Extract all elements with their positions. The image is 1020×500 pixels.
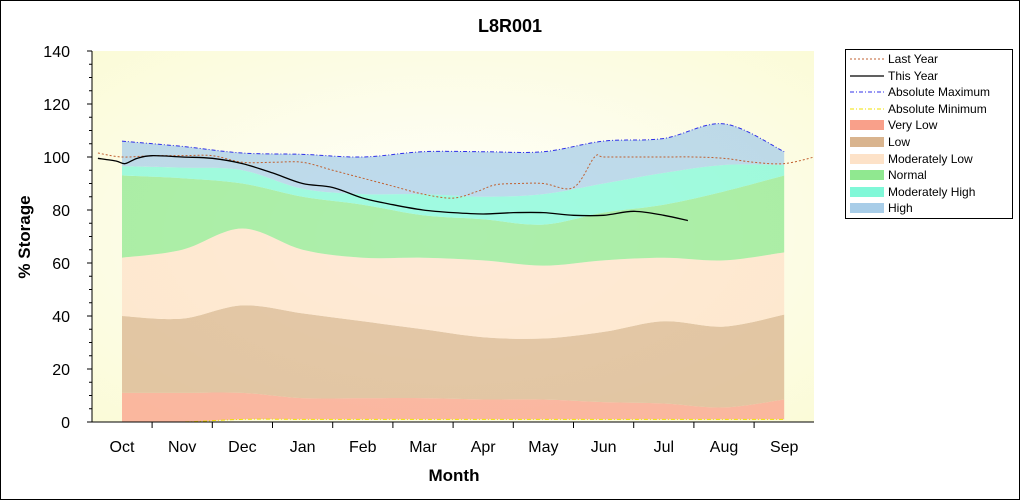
band-very-low: [122, 392, 785, 422]
series-line-absolute-maximum: [121, 123, 785, 158]
legend-label: Moderately High: [888, 184, 976, 199]
legend-label: This Year: [888, 68, 939, 83]
legend-label: Very Low: [888, 118, 938, 133]
band-moderately-high: [122, 164, 785, 225]
legend-item: Normal: [846, 167, 1012, 183]
x-tick-label: Jan: [290, 439, 316, 456]
legend-swatch: [850, 203, 884, 214]
x-tick-label: Apr: [471, 439, 497, 456]
legend-item: Very Low: [846, 117, 1012, 133]
x-tick-label: Jun: [591, 439, 617, 456]
legend-item: Absolute Maximum: [846, 84, 1012, 100]
legend-swatch: [850, 58, 884, 60]
legend-swatch: [850, 74, 884, 77]
legend-swatch: [850, 137, 884, 147]
legend-swatch-fill: [850, 120, 884, 131]
series-line-this-year: [97, 155, 689, 222]
band-low: [122, 305, 785, 408]
legend-label: Last Year: [888, 52, 939, 66]
legend-item: Absolute Minimum: [846, 101, 1012, 117]
legend-label: High: [888, 201, 913, 216]
series-line-absolute-minimum: [122, 418, 785, 422]
y-axis-title: % Storage: [15, 195, 34, 278]
legend-swatch: [850, 108, 884, 110]
x-tick-label: Jul: [654, 439, 674, 456]
y-tick-label: 80: [52, 203, 70, 220]
x-tick-label: Nov: [168, 439, 196, 456]
y-tick-label: 100: [43, 150, 70, 167]
y-tick-label: 60: [52, 256, 70, 273]
x-tick-label: May: [528, 439, 558, 456]
band-normal: [122, 175, 785, 266]
legend-swatch: [850, 170, 884, 181]
legend: Last Year This Year Absolute Maximum Absolu…: [845, 49, 1013, 219]
legend-item: High: [846, 200, 1012, 216]
x-axis-title: Month: [429, 466, 480, 485]
legend-swatch: [850, 91, 884, 93]
y-tick-label: 40: [52, 309, 70, 326]
lines-layer: [97, 123, 814, 422]
legend-swatch-fill: [850, 153, 884, 164]
legend-item: Low: [846, 134, 1012, 150]
legend-swatch-fill: [850, 186, 884, 197]
legend-label: Normal: [888, 168, 927, 183]
legend-swatch-fill: [850, 203, 884, 214]
legend-label: Absolute Maximum: [888, 85, 991, 100]
y-tick-label: 0: [61, 415, 70, 432]
legend-item: Moderately Low: [846, 151, 1012, 167]
legend-swatch: [850, 186, 884, 197]
y-tick-label: 120: [43, 97, 70, 114]
legend-label: Absolute Minimum: [888, 101, 987, 116]
x-tick-label: Mar: [409, 439, 437, 456]
legend-item: Last Year: [846, 51, 1012, 67]
x-tick-label: Sep: [770, 439, 799, 456]
legend-swatch: [850, 120, 884, 131]
axes-layer: 0 20 40 60 80 100 120 140 Oct Nov Dec Jan Feb Mar Apr M…: [43, 44, 814, 456]
legend-item: This Year: [846, 68, 1012, 84]
x-tick-label: Feb: [349, 439, 377, 456]
legend-swatch-fill: [850, 137, 884, 147]
y-tick-label: 20: [52, 362, 70, 379]
chart-title: L8R001: [478, 16, 542, 36]
legend-label: Moderately Low: [888, 151, 973, 166]
legend-label: Low: [888, 135, 911, 149]
legend-swatch: [850, 153, 884, 164]
x-tick-label: Dec: [228, 439, 256, 456]
x-tick-label: Aug: [710, 439, 738, 456]
legend-item: Moderately High: [846, 184, 1012, 200]
x-tick-label: Oct: [110, 439, 135, 456]
legend-swatch-fill: [850, 170, 884, 181]
band-moderately-low: [122, 228, 785, 339]
series-line-last-year: [97, 152, 814, 199]
bands-layer: [122, 123, 785, 422]
y-tick-label: 140: [43, 44, 70, 61]
